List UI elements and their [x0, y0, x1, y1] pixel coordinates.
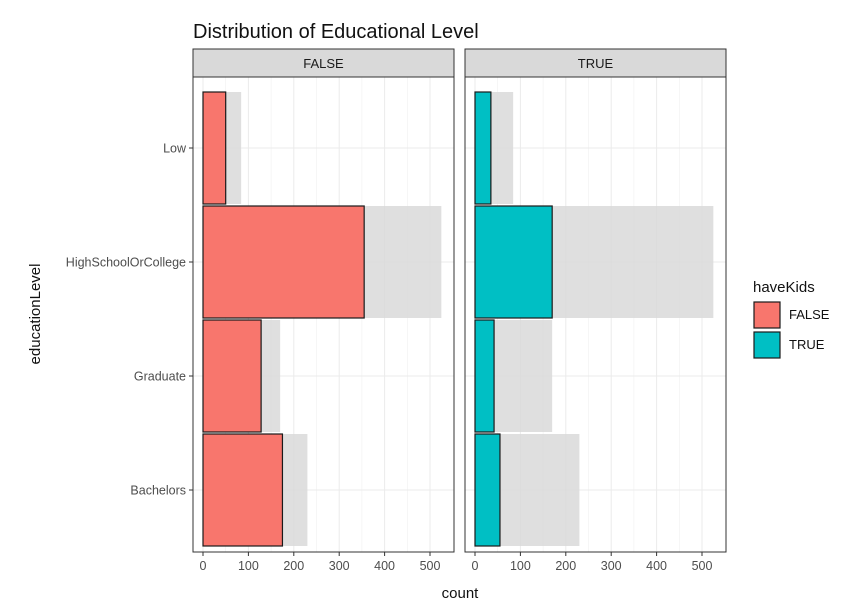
x-axis-title: count	[442, 585, 480, 602]
plot-panels: FALSE 0 100 200 300 400 500 Low HighSchoolOrColl…	[66, 48, 727, 573]
facet-strip	[464, 48, 727, 78]
x-tick-label: 400	[374, 559, 395, 573]
bar	[202, 433, 284, 547]
legend-label: TRUE	[789, 337, 825, 352]
x-tick-label: 100	[510, 559, 531, 573]
y-tick-label: Graduate	[134, 370, 186, 384]
legend: haveKids FALSE TRUE	[753, 279, 830, 359]
bar	[474, 433, 501, 547]
legend-label: FALSE	[789, 307, 830, 322]
x-tick-label: 300	[329, 559, 350, 573]
bar	[202, 319, 262, 433]
bar	[202, 205, 365, 319]
bar	[474, 91, 492, 205]
x-tick-label: 300	[601, 559, 622, 573]
x-tick-label: 500	[420, 559, 441, 573]
x-tick-label: 0	[200, 559, 207, 573]
panel-true: TRUE 0 100 200 300 400 500	[464, 48, 727, 573]
x-tick-label: 0	[472, 559, 479, 573]
x-tick-label: 200	[555, 559, 576, 573]
facet-strip	[192, 48, 455, 78]
y-tick-label: Low	[163, 142, 187, 156]
legend-swatch	[753, 331, 781, 359]
panel-border	[192, 76, 455, 553]
bar	[202, 91, 227, 205]
x-tick-label: 200	[283, 559, 304, 573]
y-axis-title: educationLevel	[27, 264, 44, 365]
panel-false: FALSE 0 100 200 300 400 500 Low HighSchoolOrColl…	[66, 48, 455, 573]
x-tick-label: 400	[646, 559, 667, 573]
bar	[474, 205, 553, 319]
y-tick-label: HighSchoolOrCollege	[66, 256, 186, 270]
bar	[474, 319, 495, 433]
x-tick-label: 100	[238, 559, 259, 573]
facet-strip-label: TRUE	[578, 56, 614, 71]
facet-strip-label: FALSE	[303, 56, 344, 71]
panel-border	[464, 76, 727, 553]
legend-title: haveKids	[753, 279, 815, 296]
x-tick-label: 500	[692, 559, 713, 573]
y-tick-label: Bachelors	[130, 484, 186, 498]
chart-title: Distribution of Educational Level	[193, 21, 479, 43]
legend-swatch	[753, 301, 781, 329]
